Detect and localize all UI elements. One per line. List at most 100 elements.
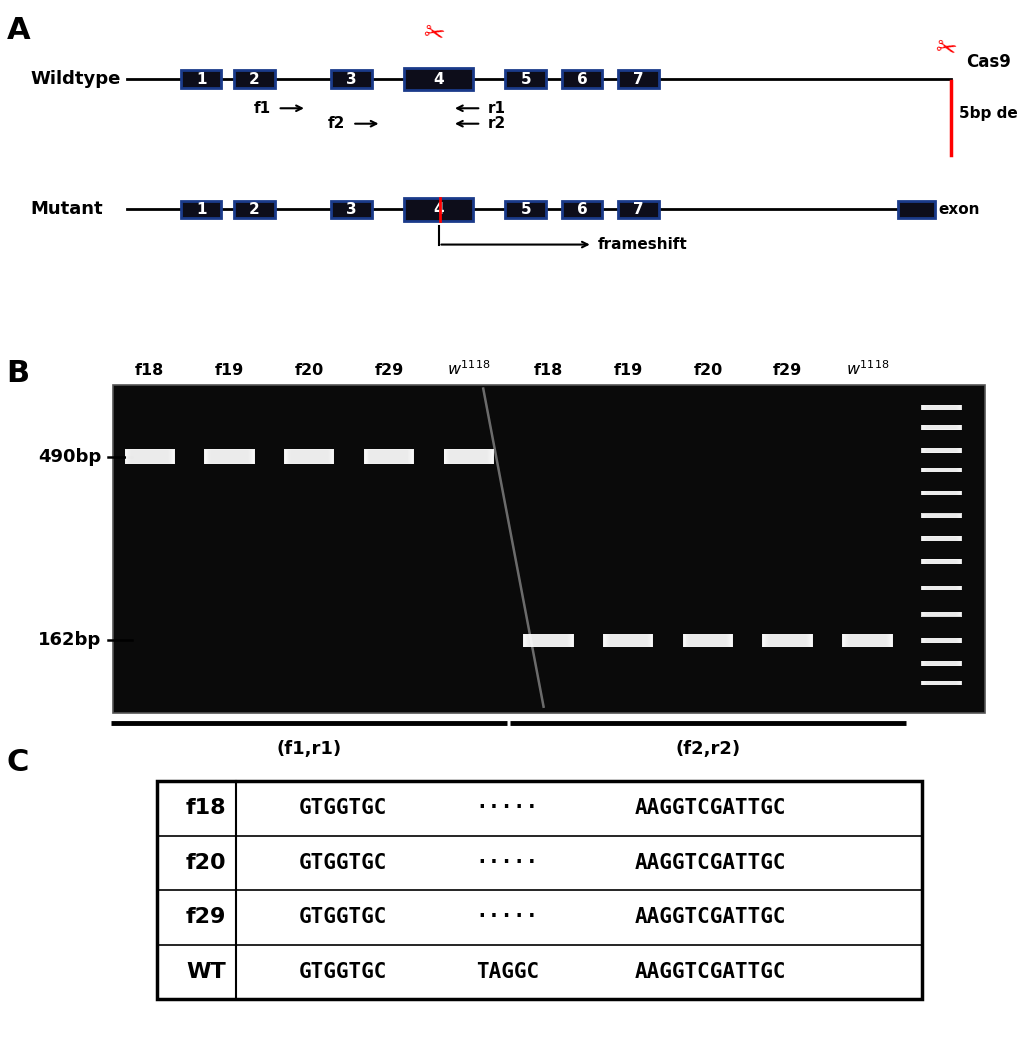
Bar — [925, 612, 956, 616]
Bar — [331, 71, 371, 88]
Bar — [924, 537, 957, 541]
Bar — [920, 467, 961, 473]
Bar — [921, 586, 960, 590]
Bar — [925, 514, 956, 518]
Bar — [923, 661, 958, 666]
Bar — [923, 559, 958, 563]
Bar — [366, 449, 411, 464]
Bar — [287, 449, 330, 463]
Bar — [365, 449, 412, 464]
Bar — [925, 467, 956, 472]
Bar — [923, 514, 958, 518]
Bar — [920, 559, 961, 564]
Text: f29: f29 — [374, 363, 404, 378]
Bar — [920, 661, 961, 666]
Bar — [284, 449, 333, 464]
Bar — [131, 450, 168, 463]
Bar — [925, 537, 956, 541]
Bar — [443, 449, 493, 464]
Text: C: C — [6, 748, 29, 778]
Text: 5: 5 — [520, 72, 531, 87]
Bar — [290, 450, 327, 463]
Bar — [922, 467, 959, 473]
Bar — [602, 634, 653, 647]
Bar — [505, 200, 545, 218]
Text: f29: f29 — [772, 363, 801, 378]
Bar — [920, 514, 961, 518]
Text: (f1,r1): (f1,r1) — [276, 740, 341, 757]
Bar — [526, 634, 571, 647]
Bar — [923, 448, 958, 453]
Bar — [369, 450, 408, 463]
Text: GTGGTGC: GTGGTGC — [299, 907, 386, 927]
Bar — [845, 634, 888, 647]
Text: f20: f20 — [693, 363, 721, 378]
Bar — [844, 634, 889, 647]
Bar — [923, 405, 958, 409]
Bar — [525, 634, 572, 647]
Bar — [922, 680, 959, 686]
Bar — [404, 68, 473, 91]
Bar — [922, 586, 959, 590]
Text: 5: 5 — [520, 202, 531, 217]
Bar — [683, 634, 732, 647]
Bar — [365, 449, 413, 464]
Bar — [922, 537, 959, 541]
Bar — [925, 661, 956, 666]
Bar — [925, 467, 956, 472]
Bar — [923, 491, 958, 495]
Text: 1: 1 — [196, 202, 206, 217]
Bar — [206, 449, 253, 464]
Bar — [925, 612, 956, 616]
Bar — [529, 634, 567, 647]
Bar — [446, 449, 490, 464]
Text: 7: 7 — [632, 72, 643, 87]
Bar — [922, 448, 959, 453]
Bar — [925, 560, 956, 563]
Text: A: A — [6, 16, 30, 44]
Bar — [208, 449, 251, 463]
Bar — [685, 634, 730, 647]
Bar — [925, 425, 956, 429]
Bar — [920, 536, 961, 541]
Bar — [920, 638, 961, 642]
Bar — [922, 425, 959, 429]
Bar — [847, 634, 886, 647]
Text: $w^{1118}$: $w^{1118}$ — [845, 359, 889, 378]
Text: 6: 6 — [576, 72, 587, 87]
Bar — [920, 491, 961, 495]
Bar — [921, 612, 960, 616]
Bar — [848, 634, 886, 647]
Bar — [921, 405, 960, 410]
Text: 1: 1 — [196, 72, 206, 87]
Bar — [921, 491, 960, 495]
Bar — [843, 634, 890, 647]
Bar — [125, 449, 174, 464]
Bar — [286, 449, 331, 464]
Bar — [925, 680, 956, 685]
Bar — [234, 71, 274, 88]
Text: 7: 7 — [632, 202, 643, 217]
Text: 4: 4 — [433, 202, 443, 217]
Text: TAGGC: TAGGC — [475, 962, 538, 982]
Bar — [923, 537, 958, 541]
Bar — [925, 680, 956, 685]
Bar — [529, 634, 568, 647]
Bar — [127, 449, 172, 464]
Text: ✂: ✂ — [420, 20, 446, 50]
Bar — [922, 425, 959, 429]
Text: Wildtype: Wildtype — [31, 70, 121, 89]
Bar — [768, 634, 805, 647]
Bar — [923, 586, 958, 590]
Bar — [763, 634, 810, 647]
Text: f29: f29 — [185, 907, 226, 927]
Bar — [922, 514, 959, 518]
Bar — [285, 449, 332, 464]
Bar — [180, 200, 221, 218]
Bar — [922, 405, 959, 409]
Bar — [528, 634, 569, 647]
Bar — [561, 200, 601, 218]
Bar — [684, 634, 731, 647]
Bar — [922, 661, 959, 666]
Bar — [924, 661, 957, 666]
